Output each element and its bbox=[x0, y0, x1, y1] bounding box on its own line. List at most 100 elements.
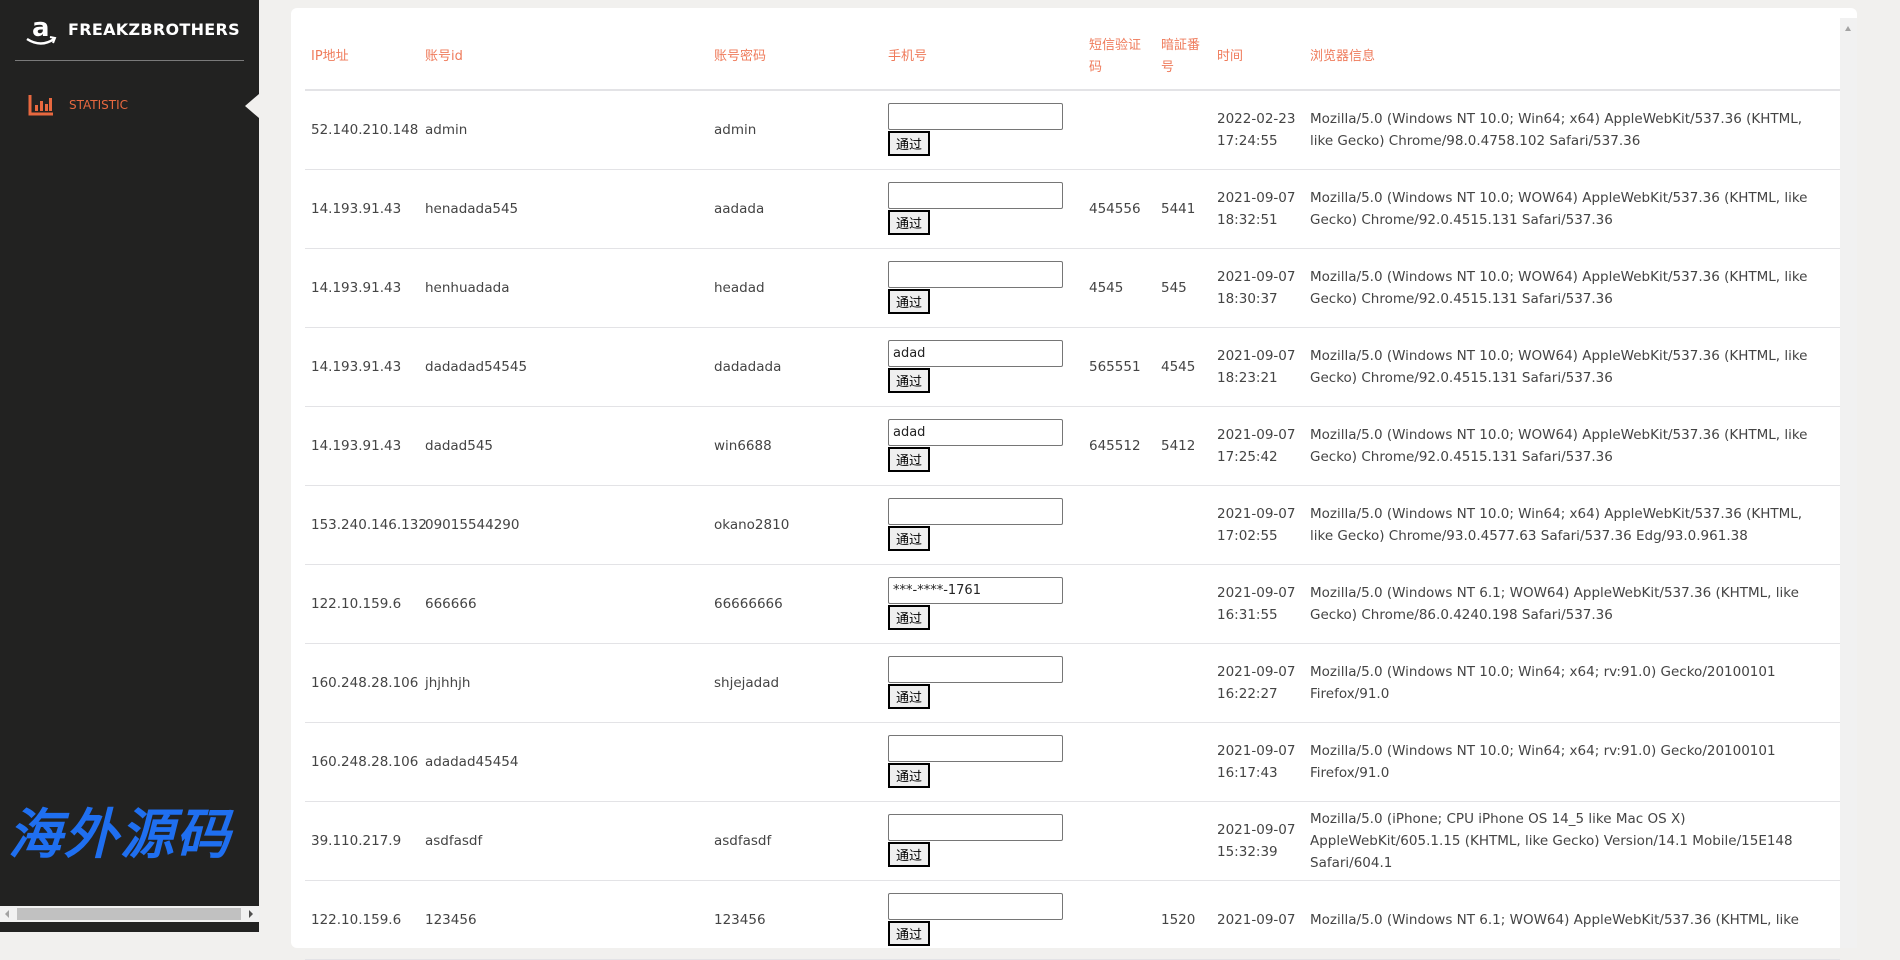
header-password: 账号密码 bbox=[708, 24, 882, 91]
date: 2021-09-07 bbox=[1217, 347, 1296, 364]
cell-password: aadada bbox=[708, 169, 882, 249]
table-row: 14.193.91.43 dadad545 win6688 adad 通过 645512 5… bbox=[305, 406, 1840, 486]
phone-input[interactable] bbox=[888, 656, 1063, 683]
approve-button[interactable]: 通过 bbox=[888, 131, 931, 157]
cell-phone: 通过 bbox=[882, 880, 1083, 960]
time: 17:24:55 bbox=[1217, 132, 1278, 149]
approve-button[interactable]: 通过 bbox=[888, 526, 931, 551]
date: 2021-09-07 bbox=[1217, 426, 1296, 443]
cell-pin bbox=[1155, 90, 1211, 170]
date: 2021-09-07 bbox=[1217, 663, 1296, 680]
cell-phone: 通过 bbox=[882, 722, 1083, 802]
sidebar-item-statistic[interactable]: STATISTIC bbox=[0, 90, 259, 120]
approve-button[interactable]: 通过 bbox=[888, 684, 931, 709]
table-row: 14.193.91.43 dadadad54545 dadadada adad 通过 56… bbox=[305, 327, 1840, 407]
cell-password: okano2810 bbox=[708, 485, 882, 565]
cell-ip: 153.240.146.132 bbox=[305, 485, 427, 565]
cell-password: dadadada bbox=[708, 327, 882, 407]
cell-sms-code: 645512 bbox=[1083, 406, 1155, 486]
approve-button[interactable]: 通过 bbox=[888, 605, 931, 630]
cell-ip: 39.110.217.9 bbox=[305, 801, 419, 881]
scroll-up-icon[interactable] bbox=[1845, 26, 1851, 31]
cell-sms-code bbox=[1083, 90, 1155, 170]
time: 18:30:37 bbox=[1217, 290, 1278, 307]
cell-account-id: adadad45454 bbox=[419, 722, 708, 802]
watermark: 海外源码 bbox=[8, 802, 232, 866]
cell-browser: Mozilla/5.0 (Windows NT 6.1; WOW64) Appl… bbox=[1304, 564, 1840, 644]
cell-pin bbox=[1155, 801, 1211, 881]
approve-button[interactable]: 通过 bbox=[888, 447, 931, 472]
table-row: 39.110.217.9 asdfasdf asdfasdf 通过 2021-09-07… bbox=[305, 801, 1840, 881]
phone-input[interactable] bbox=[888, 814, 1063, 841]
cell-account-id: dadad545 bbox=[419, 406, 708, 486]
cell-ip: 160.248.28.106 bbox=[305, 722, 419, 802]
cell-pin: 545 bbox=[1155, 248, 1211, 328]
phone-input[interactable]: adad bbox=[888, 340, 1063, 367]
cell-pin bbox=[1155, 485, 1211, 565]
cell-sms-code: 4545 bbox=[1083, 248, 1155, 328]
scroll-left-icon[interactable] bbox=[5, 910, 9, 918]
table-row: 52.140.210.148 admin admin 通过 2022-02-23 17:2… bbox=[305, 90, 1840, 170]
approve-button[interactable]: 通过 bbox=[888, 763, 931, 788]
table-row: 122.10.159.6 123456 123456 通过 1520 2021-09-07… bbox=[305, 880, 1840, 960]
time: 18:23:21 bbox=[1217, 369, 1278, 386]
phone-input[interactable] bbox=[888, 103, 1063, 131]
vertical-scrollbar[interactable] bbox=[1840, 18, 1857, 948]
approve-button[interactable]: 通过 bbox=[888, 842, 931, 867]
cell-time: 2021-09-07 17:02:55 bbox=[1211, 485, 1304, 565]
sidebar-divider bbox=[15, 60, 244, 61]
date: 2021-09-07 bbox=[1217, 505, 1296, 522]
cell-password: 123456 bbox=[708, 880, 882, 960]
phone-input[interactable] bbox=[888, 498, 1063, 525]
cell-ip: 14.193.91.43 bbox=[305, 327, 419, 407]
cell-browser: Mozilla/5.0 (Windows NT 10.0; WOW64) App… bbox=[1304, 327, 1840, 407]
scroll-right-icon[interactable] bbox=[249, 910, 253, 918]
cell-browser: Mozilla/5.0 (Windows NT 10.0; Win64; x64… bbox=[1304, 90, 1840, 170]
cell-account-id: 666666 bbox=[419, 564, 708, 644]
phone-input[interactable] bbox=[888, 735, 1063, 762]
header-sms-code: 短信验证码 bbox=[1083, 24, 1155, 91]
header-time: 时间 bbox=[1211, 24, 1304, 91]
cell-browser: Mozilla/5.0 (Windows NT 10.0; Win64; x64… bbox=[1304, 722, 1840, 802]
table-row: 14.193.91.43 henadada545 aadada 通过 454556 544… bbox=[305, 169, 1840, 249]
table-row: 160.248.28.106 jhjhhjh shjejadad 通过 2021-09-… bbox=[305, 643, 1840, 723]
content-panel: IP地址 账号id 账号密码 手机号 短信验证码 暗証番号 时间 浏览器信息 52.140.2… bbox=[291, 8, 1857, 960]
time: 17:02:55 bbox=[1217, 527, 1278, 544]
cell-ip: 52.140.210.148 bbox=[305, 90, 419, 170]
cell-time: 2021-09-07 18:32:51 bbox=[1211, 169, 1304, 249]
cell-account-id: jhjhhjh bbox=[419, 643, 708, 723]
cell-phone: ***-****-1761 通过 bbox=[882, 564, 1083, 644]
approve-button[interactable]: 通过 bbox=[888, 289, 931, 314]
cell-time: 2021-09-07 18:23:21 bbox=[1211, 327, 1304, 407]
cell-password: shjejadad bbox=[708, 643, 882, 723]
cell-browser: Mozilla/5.0 (Windows NT 10.0; Win64; x64… bbox=[1304, 643, 1840, 723]
date: 2021-09-07 bbox=[1217, 821, 1296, 838]
cell-phone: 通过 bbox=[882, 485, 1083, 565]
cell-account-id: asdfasdf bbox=[419, 801, 708, 881]
cell-time: 2021-09-07 16:31:55 bbox=[1211, 564, 1304, 644]
scrollbar-thumb[interactable] bbox=[17, 908, 241, 920]
approve-button[interactable]: 通过 bbox=[888, 210, 931, 235]
header-phone: 手机号 bbox=[882, 24, 1083, 91]
phone-input[interactable] bbox=[888, 893, 1063, 920]
sidebar-item-label: STATISTIC bbox=[69, 98, 129, 112]
cell-account-id: henadada545 bbox=[419, 169, 708, 249]
date: 2021-09-07 bbox=[1217, 911, 1296, 928]
horizontal-scrollbar[interactable] bbox=[0, 906, 259, 922]
cell-sms-code: 565551 bbox=[1083, 327, 1155, 407]
cell-password: asdfasdf bbox=[708, 801, 882, 881]
cell-sms-code bbox=[1083, 643, 1155, 723]
approve-button[interactable]: 通过 bbox=[888, 368, 931, 393]
cell-time: 2021-09-07 16:17:43 bbox=[1211, 722, 1304, 802]
phone-input[interactable] bbox=[888, 182, 1063, 209]
cell-sms-code bbox=[1083, 722, 1155, 802]
cell-phone: 通过 bbox=[882, 643, 1083, 723]
cell-password: win6688 bbox=[708, 406, 882, 486]
approve-button[interactable]: 通过 bbox=[888, 921, 931, 946]
phone-input[interactable]: adad bbox=[888, 419, 1063, 446]
cell-ip: 160.248.28.106 bbox=[305, 643, 419, 723]
cell-ip: 14.193.91.43 bbox=[305, 248, 419, 328]
cell-browser: Mozilla/5.0 (iPhone; CPU iPhone OS 14_5 … bbox=[1304, 801, 1840, 881]
phone-input[interactable] bbox=[888, 261, 1063, 288]
phone-input[interactable]: ***-****-1761 bbox=[888, 577, 1063, 604]
